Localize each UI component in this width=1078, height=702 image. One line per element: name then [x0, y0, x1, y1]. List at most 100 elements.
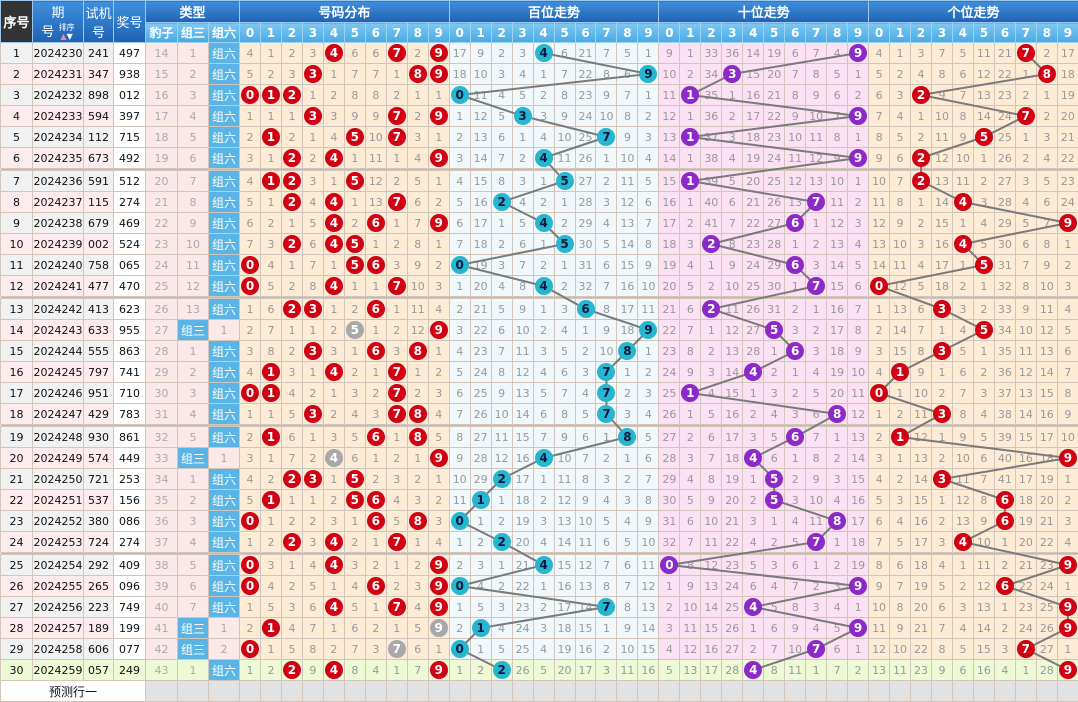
predict-cell[interactable] [827, 681, 848, 702]
unit-cell: 1 [869, 404, 890, 425]
predict-cell[interactable] [449, 681, 470, 702]
zuliu-cell: 组六 [209, 192, 240, 213]
hund-cell: 18 [449, 64, 470, 85]
predict-cell[interactable] [911, 681, 932, 702]
unit-cell: 7 [1015, 106, 1036, 127]
predict-cell[interactable] [260, 681, 281, 702]
unit-cell: 10 [911, 383, 932, 404]
dist-hit-ball: 7 [388, 44, 406, 62]
predict-cell[interactable] [1057, 681, 1078, 702]
predict-cell[interactable] [146, 681, 178, 702]
predict-cell[interactable] [302, 681, 323, 702]
predict-cell[interactable] [680, 681, 701, 702]
predict-cell[interactable] [512, 681, 533, 702]
hund-cell: 1 [533, 64, 554, 85]
row-test-number: 265 [84, 576, 114, 597]
predict-cell[interactable] [722, 681, 743, 702]
predict-cell[interactable] [178, 681, 209, 702]
dist-hit-ball: 4 [325, 598, 343, 616]
predict-cell[interactable] [554, 681, 575, 702]
predict-cell[interactable] [973, 681, 994, 702]
predict-cell[interactable] [890, 681, 911, 702]
predict-cell[interactable] [533, 681, 554, 702]
hund-cell: 24 [575, 106, 596, 127]
dist-hit-ball: 1 [262, 86, 280, 104]
predict-cell[interactable] [407, 681, 428, 702]
predict-cell[interactable] [1036, 681, 1057, 702]
predict-cell[interactable] [848, 681, 869, 702]
predict-cell[interactable] [952, 681, 973, 702]
sort-button[interactable]: 排序▲▼ [59, 23, 75, 41]
unit-cell: 4 [890, 106, 911, 127]
predict-cell[interactable] [428, 681, 449, 702]
predict-cell[interactable] [869, 681, 890, 702]
predict-cell[interactable] [764, 681, 785, 702]
predict-cell[interactable] [638, 681, 659, 702]
predict-cell[interactable] [785, 681, 806, 702]
dist-cell: 13 [365, 192, 386, 213]
predict-cell[interactable] [931, 681, 952, 702]
predict-cell[interactable] [994, 681, 1015, 702]
predict-cell[interactable] [743, 681, 764, 702]
dist-cell: 4 [428, 404, 449, 425]
predict-cell[interactable] [281, 681, 302, 702]
predict-cell[interactable] [659, 681, 680, 702]
predict-cell[interactable] [491, 681, 512, 702]
predict-cell[interactable] [344, 681, 365, 702]
hund-cell: 9 [638, 511, 659, 532]
hund-hit-ball: 0 [451, 577, 469, 595]
col-issue-header[interactable]: 期号 排序▲▼ [33, 1, 84, 43]
row-issue: 2024241 [33, 276, 84, 297]
predict-cell[interactable] [209, 681, 240, 702]
predict-cell[interactable] [806, 681, 827, 702]
unit-cell: 16 [1015, 448, 1036, 469]
unit-cell: 13 [869, 234, 890, 255]
predict-row[interactable]: 预测行一 [1, 681, 1078, 702]
predict-cell[interactable] [240, 681, 261, 702]
dist-hit-ball: 9 [430, 661, 448, 679]
predict-cell[interactable] [575, 681, 596, 702]
row-seq: 4 [1, 106, 33, 127]
predict-cell[interactable] [323, 681, 344, 702]
predict-cell[interactable] [365, 681, 386, 702]
predict-cell[interactable] [386, 681, 407, 702]
predict-cell[interactable] [596, 681, 617, 702]
hund-cell: 8 [575, 469, 596, 490]
tens-digit-header: 5 [764, 23, 785, 43]
predict-cell[interactable] [1015, 681, 1036, 702]
predict-cell[interactable] [470, 681, 491, 702]
predict-cell[interactable] [617, 681, 638, 702]
tens-cell: 4 [806, 362, 827, 383]
predict-cell[interactable] [701, 681, 722, 702]
